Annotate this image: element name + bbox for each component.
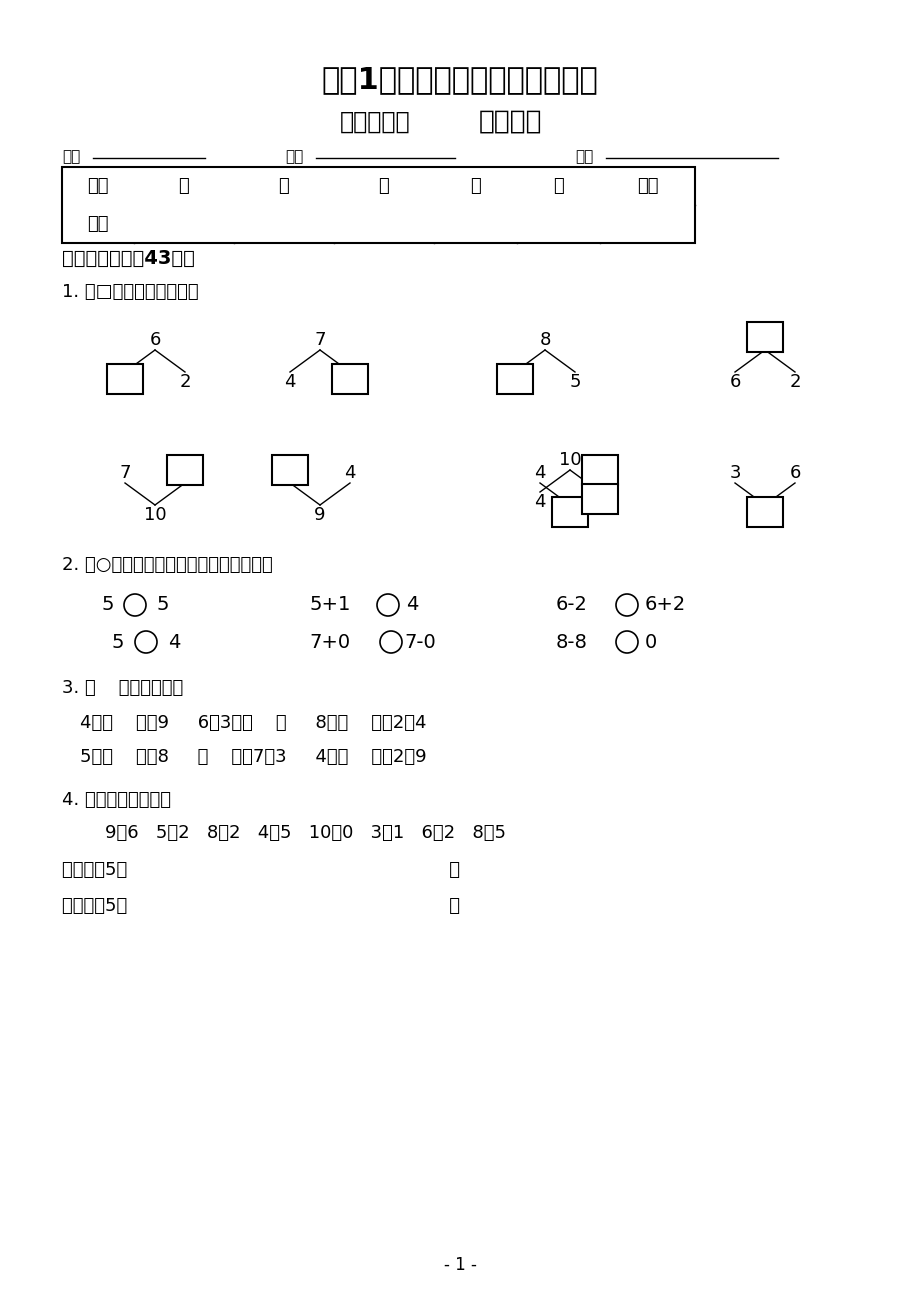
- Text: 6: 6: [789, 464, 800, 482]
- Text: 5: 5: [111, 633, 124, 651]
- Text: 6: 6: [149, 331, 161, 349]
- Text: 4＋（    ）＞9     6＞3＋（    ）     8－（    ）－2＝4: 4＋（ ）＞9 6＞3＋（ ） 8－（ ）－2＝4: [80, 713, 426, 732]
- Text: 得数小于5（                                                        ）: 得数小于5（ ）: [62, 861, 460, 879]
- Text: - 1 -: - 1 -: [443, 1256, 476, 1273]
- Text: 校名: 校名: [62, 150, 80, 164]
- Text: 5＋（    ）＝8     （    ）－7＝3     4＋（    ）＋2＝9: 5＋（ ）＝8 （ ）－7＝3 4＋（ ）＋2＝9: [80, 749, 426, 766]
- Text: 7: 7: [119, 464, 130, 482]
- Text: 5+1: 5+1: [309, 595, 350, 615]
- Bar: [62, 167, 694, 243]
- Bar: [332, 365, 368, 395]
- Text: 4: 4: [534, 493, 545, 510]
- Bar: [551, 497, 587, 527]
- Bar: [582, 454, 618, 486]
- Text: 小学1年级数学（上）单元测试卷: 小学1年级数学（上）单元测试卷: [322, 65, 597, 95]
- Text: 姓名: 姓名: [574, 150, 593, 164]
- Text: 4: 4: [344, 464, 356, 482]
- Text: 总分: 总分: [636, 177, 657, 195]
- Text: 6: 6: [729, 372, 740, 391]
- Bar: [582, 484, 618, 514]
- Text: 二: 二: [278, 177, 289, 195]
- Text: 班别: 班别: [285, 150, 303, 164]
- Text: 7-0: 7-0: [403, 633, 436, 651]
- Text: 得数大于5（                                                        ）: 得数大于5（ ）: [62, 897, 460, 915]
- Text: 9: 9: [314, 506, 325, 523]
- Text: 四: 四: [470, 177, 481, 195]
- Text: 2. 在○里填上「＞」、「＜」或「＝」。: 2. 在○里填上「＞」、「＜」或「＝」。: [62, 556, 272, 574]
- Text: 5: 5: [569, 372, 580, 391]
- Text: 得分: 得分: [87, 215, 108, 233]
- Bar: [496, 365, 532, 395]
- Bar: [746, 497, 782, 527]
- Text: 五: 五: [552, 177, 563, 195]
- Text: 8-8: 8-8: [555, 633, 587, 651]
- Text: 4: 4: [405, 595, 418, 615]
- Text: 6+2: 6+2: [643, 595, 685, 615]
- Text: 3: 3: [729, 464, 740, 482]
- Text: 4: 4: [534, 464, 545, 482]
- Text: 6-2: 6-2: [555, 595, 587, 615]
- Bar: [167, 454, 203, 486]
- Text: 第六单元: 第六单元: [478, 109, 541, 135]
- Text: 9－6   5＋2   8－2   4＋5   10＋0   3＋1   6－2   8－5: 9－6 5＋2 8－2 4＋5 10＋0 3＋1 6－2 8－5: [105, 824, 505, 842]
- Text: 8: 8: [539, 331, 550, 349]
- Bar: [746, 322, 782, 352]
- Text: 7: 7: [314, 331, 325, 349]
- Text: 7+0: 7+0: [309, 633, 350, 651]
- Text: （人教版）: （人教版）: [339, 109, 410, 134]
- Text: 5: 5: [102, 595, 114, 615]
- Text: 3. （    ）里能填几？: 3. （ ）里能填几？: [62, 680, 183, 697]
- Text: 三: 三: [379, 177, 389, 195]
- Text: 1. 在□里填上合适的数。: 1. 在□里填上合适的数。: [62, 283, 199, 301]
- Text: 4. 按要求填计算式。: 4. 按要求填计算式。: [62, 792, 171, 809]
- Text: 4: 4: [167, 633, 180, 651]
- Text: 一: 一: [178, 177, 189, 195]
- Text: 10: 10: [558, 450, 581, 469]
- Text: 2: 2: [179, 372, 190, 391]
- Text: 4: 4: [284, 372, 295, 391]
- Text: 题号: 题号: [87, 177, 108, 195]
- Text: 0: 0: [644, 633, 656, 651]
- Bar: [107, 365, 142, 395]
- Text: 一、填一填。（43分）: 一、填一填。（43分）: [62, 249, 195, 267]
- Text: 5: 5: [156, 595, 169, 615]
- Bar: [272, 454, 308, 486]
- Text: 10: 10: [143, 506, 166, 523]
- Text: 2: 2: [789, 372, 800, 391]
